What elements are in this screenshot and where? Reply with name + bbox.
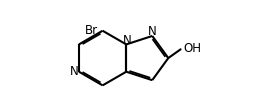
Text: N: N bbox=[70, 65, 79, 78]
Text: OH: OH bbox=[183, 42, 201, 55]
Text: N: N bbox=[148, 25, 157, 38]
Text: Br: Br bbox=[85, 24, 98, 37]
Text: N: N bbox=[123, 34, 132, 47]
